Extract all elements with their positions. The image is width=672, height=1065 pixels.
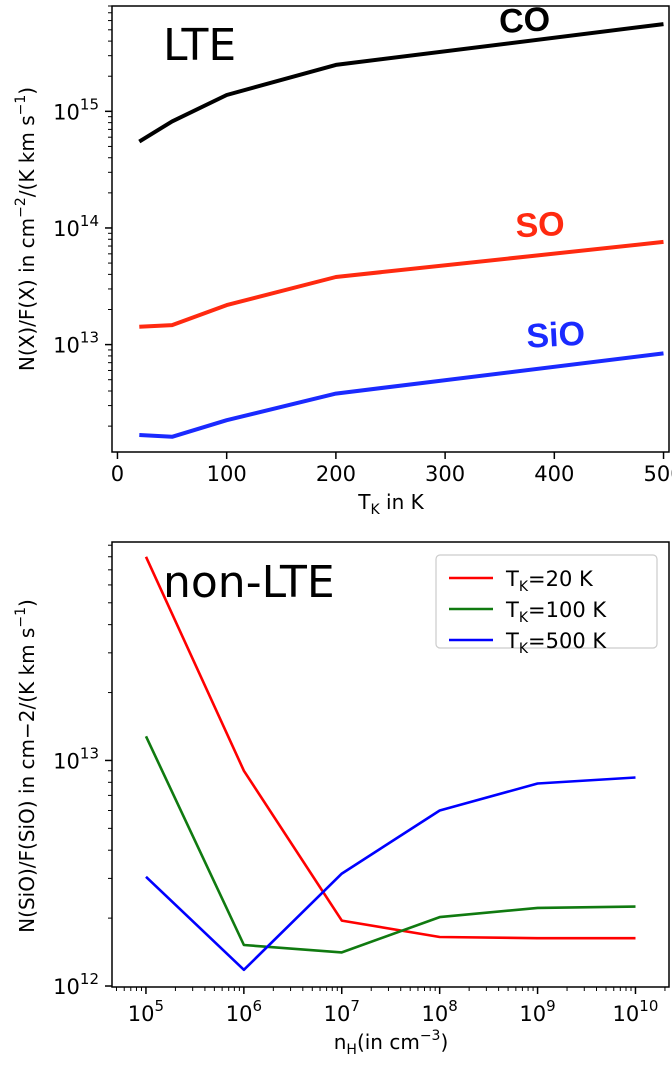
non-lte-x-tick-label: 106 xyxy=(226,997,262,1026)
legend-item-100-k: TK=100 K xyxy=(449,598,607,626)
lte-y-tick-label: 1013 xyxy=(53,329,99,358)
lte-series-tags: CO SO SiO xyxy=(498,0,586,355)
non-lte-x-axis-label: nH(in cm−3) xyxy=(334,1028,449,1058)
legend: TK=20 K TK=100 K TK=500 K xyxy=(435,554,658,657)
lte-series-tag-co: CO xyxy=(498,0,551,41)
non-lte-x-tick-label: 109 xyxy=(519,997,555,1026)
lte-panel-label: LTE xyxy=(163,20,236,71)
non-lte-y-tick-label: 1013 xyxy=(53,744,99,773)
lte-x-tick-label: 300 xyxy=(425,462,465,486)
lte-x-tick-label: 200 xyxy=(316,462,356,486)
lte-series-line-sio xyxy=(139,351,664,439)
non-lte-panel-label: non-LTE xyxy=(163,557,335,608)
non-lte-plot-frame xyxy=(111,541,670,988)
lte-x-tick-label: 0 xyxy=(111,462,124,486)
lte-series-line-so xyxy=(139,239,664,329)
lte-y-ticks: 1013 1014 1015 xyxy=(53,5,112,427)
lte-x-ticks: 0 100 200 300 400 500 xyxy=(111,452,672,486)
non-lte-series-line-100-k xyxy=(144,735,636,954)
lte-x-axis-label: TK in K xyxy=(357,490,424,518)
non-lte-x-ticks: 105 106 107 108 109 1010 xyxy=(115,987,666,1026)
non-lte-y-axis-label: N(SiO)/F(SiO) in cm−2/(K km s−1) xyxy=(13,599,39,933)
legend-label: TK=20 K xyxy=(505,567,594,595)
lte-x-tick-label: 500 xyxy=(643,462,672,486)
non-lte-x-tick-label: 108 xyxy=(422,997,458,1026)
non-lte-y-tick-label: 1012 xyxy=(53,970,99,999)
legend-label: TK=100 K xyxy=(505,598,607,626)
non-lte-y-ticks: 1012 1013 xyxy=(53,544,112,999)
non-lte-series-line-20-k xyxy=(144,556,636,940)
non-lte-series-group xyxy=(144,556,636,972)
non-lte-x-tick-label: 107 xyxy=(324,997,360,1026)
legend-item-20-k: TK=20 K xyxy=(449,567,594,595)
lte-y-axis-label: N(X)/F(X) in cm−2/(K km s−1) xyxy=(13,87,39,371)
lte-plot-frame xyxy=(111,5,670,453)
lte-series-tag-so: SO xyxy=(515,205,566,246)
lte-x-tick-label: 400 xyxy=(534,462,574,486)
lte-series-line-co xyxy=(138,22,664,144)
non-lte-series-line-500-k xyxy=(145,776,636,972)
lte-series-tag-sio: SiO xyxy=(525,315,585,356)
legend-label: TK=500 K xyxy=(505,629,607,657)
non-lte-x-tick-label: 1010 xyxy=(613,997,659,1026)
lte-y-tick-label: 1014 xyxy=(53,212,99,241)
lte-panel: 0 100 200 300 400 500 1013 1014 1015 LTE CO SO Si… xyxy=(13,0,672,518)
lte-series-group xyxy=(138,22,664,439)
non-lte-panel: 105 106 107 108 109 1010 1012 1013 non-LTE TK=… xyxy=(13,541,670,1058)
lte-y-tick-label: 1015 xyxy=(53,95,99,124)
legend-item-500-k: TK=500 K xyxy=(449,629,607,657)
non-lte-x-tick-label: 105 xyxy=(128,997,164,1026)
lte-x-tick-label: 100 xyxy=(207,462,247,486)
